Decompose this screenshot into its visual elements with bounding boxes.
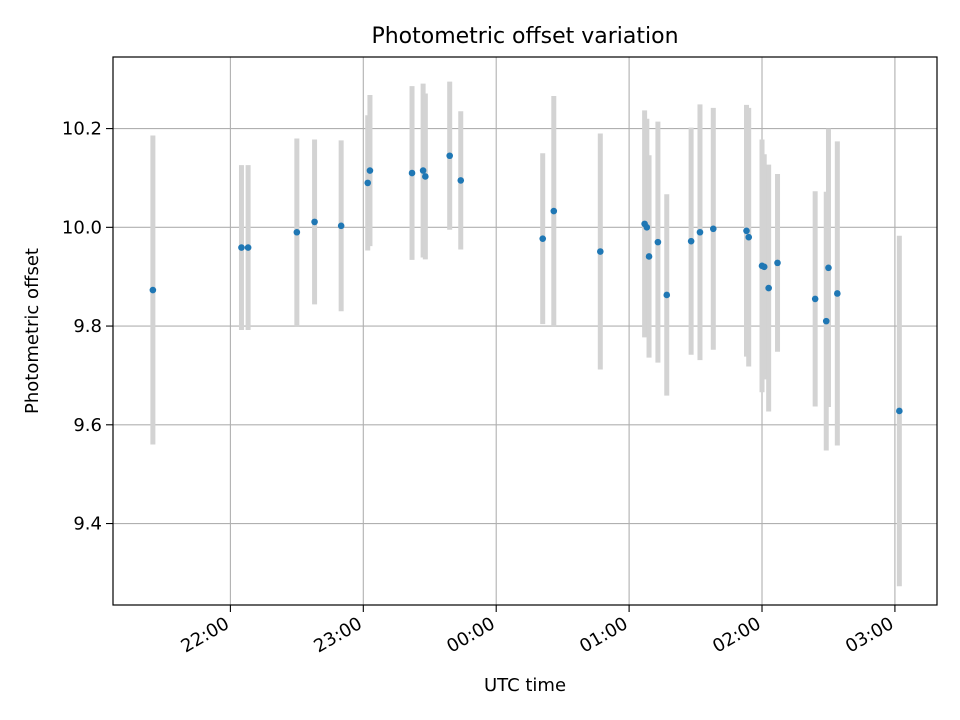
data-point [743,227,750,235]
data-point [422,173,429,180]
data-point [645,253,653,260]
data-point [337,222,345,230]
y-axis-ticks: 9.4 9.6 9.8 10.0 10.2 [62,119,113,535]
data-points [149,152,903,415]
data-point [419,167,427,174]
data-point [457,177,465,184]
plot-frame [112,56,938,606]
data-point [765,284,772,292]
data-point [822,317,830,325]
data-point [643,224,651,231]
data-point [311,218,318,226]
data-point [654,238,662,246]
y-tick-label: 9.6 [73,415,102,436]
data-point [896,407,903,415]
data-point [696,228,704,236]
data-point [663,291,671,299]
y-tick-label: 10.2 [62,119,102,140]
data-point [774,259,781,267]
data-point [550,207,558,215]
data-point [539,235,547,242]
data-point [687,237,695,245]
data-point [760,263,768,271]
data-point [238,244,245,251]
data-point [834,290,841,297]
data-point [244,244,252,251]
data-point [446,152,453,160]
data-point [149,286,157,294]
chart-title: Photometric offset variation [371,24,678,49]
data-point [811,295,819,303]
y-tick-label: 9.8 [73,316,102,337]
y-tick-label: 10.0 [62,217,102,238]
y-tick-label: 9.4 [73,514,102,535]
x-axis-label: UTC time [484,675,566,696]
data-point [364,179,372,187]
data-point [745,233,753,241]
data-point [825,264,832,272]
data-point [709,225,717,233]
data-point [597,248,604,255]
data-point [408,169,416,177]
y-axis-label: Photometric offset [22,248,43,414]
data-point [366,167,374,174]
data-point [293,228,301,236]
